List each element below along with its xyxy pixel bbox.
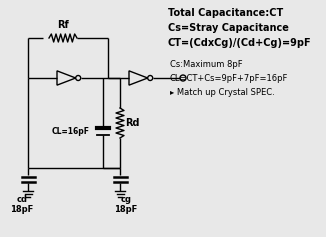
Text: cd
18pF: cd 18pF [10, 195, 34, 214]
Text: CT=(CdxCg)/(Cd+Cg)=9pF: CT=(CdxCg)/(Cd+Cg)=9pF [168, 38, 312, 48]
Text: cg
18pF: cg 18pF [114, 195, 138, 214]
Text: Rf: Rf [57, 20, 69, 30]
Text: CL=16pF: CL=16pF [52, 127, 90, 136]
Text: Total Capacitance:CT: Total Capacitance:CT [168, 8, 283, 18]
Text: CL=CT+Cs=9pF+7pF=16pF: CL=CT+Cs=9pF+7pF=16pF [170, 74, 289, 83]
Text: Cs:Maximum 8pF: Cs:Maximum 8pF [170, 60, 243, 69]
Text: ▸ Match up Crystal SPEC.: ▸ Match up Crystal SPEC. [170, 88, 275, 97]
Text: Cs=Stray Capacitance: Cs=Stray Capacitance [168, 23, 289, 33]
Text: Rd: Rd [125, 118, 140, 128]
